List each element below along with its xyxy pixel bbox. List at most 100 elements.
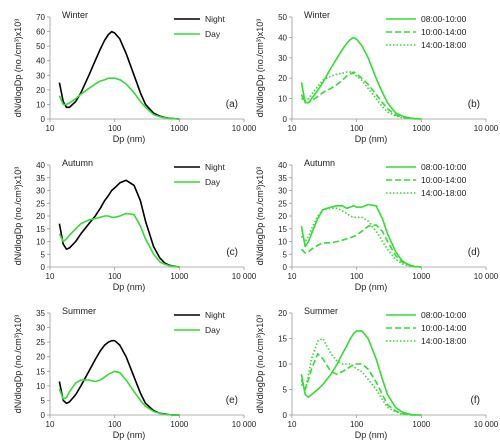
series-line-14-00-18-00 xyxy=(300,207,422,268)
legend-label: 10:00-14:00 xyxy=(421,175,467,185)
y-tick-label: 0 xyxy=(41,263,46,272)
legend-label: Night xyxy=(205,14,225,24)
y-tick-label: 30 xyxy=(278,54,287,63)
x-tick-label: 10 000 xyxy=(474,272,499,281)
y-tick-label: 0 xyxy=(283,263,288,272)
x-axis-title: Dp (nm) xyxy=(113,134,146,144)
legend-label: 14:00-18:00 xyxy=(421,336,467,346)
x-tick-label: 100 xyxy=(108,124,122,133)
y-tick-label: 30 xyxy=(36,71,45,80)
series-line-10-00-14-00 xyxy=(300,71,422,120)
x-tick-label: 100 xyxy=(350,272,364,281)
y-tick-label: 10 xyxy=(36,382,45,391)
x-tick-label: 10 xyxy=(46,272,55,281)
y-tick-label: 35 xyxy=(36,309,45,318)
y-tick-label: 25 xyxy=(278,199,287,208)
y-tick-label: 20 xyxy=(36,86,45,95)
series-line-night xyxy=(58,30,180,120)
legend-label: Day xyxy=(205,325,221,335)
x-axis-title: Dp (nm) xyxy=(355,134,388,144)
series-line-08-00-10-00 xyxy=(300,36,422,120)
x-tick-label: 100 xyxy=(350,420,364,429)
x-tick-label: 10 000 xyxy=(474,420,499,429)
y-tick-label: 35 xyxy=(36,174,45,183)
y-tick-label: 0 xyxy=(41,411,46,420)
y-tick-label: 15 xyxy=(36,225,45,234)
series-line-night xyxy=(58,339,180,416)
y-tick-label: 20 xyxy=(36,353,45,362)
y-axis-title: dN/dlogDp (no./cm³)x10³ xyxy=(255,19,265,118)
y-axis-title: dN/dlogDp (no./cm³)x10³ xyxy=(255,167,265,266)
y-tick-label: 10 xyxy=(278,95,287,104)
panel-label: (b) xyxy=(468,99,480,110)
y-tick-label: 40 xyxy=(278,161,287,170)
y-tick-label: 15 xyxy=(278,225,287,234)
legend-label: Day xyxy=(205,29,221,39)
x-tick-label: 10 000 xyxy=(232,420,257,429)
x-tick-label: 10 xyxy=(46,420,55,429)
x-tick-label: 100 xyxy=(108,420,122,429)
series-line-day xyxy=(58,212,180,268)
y-tick-label: 20 xyxy=(278,309,287,318)
y-tick-label: 35 xyxy=(278,174,287,183)
y-tick-label: 0 xyxy=(283,411,288,420)
y-axis-title: dN/dlogDp (no./cm³)x10³ xyxy=(13,167,23,266)
x-tick-label: 10 000 xyxy=(232,124,257,133)
panel-e: 0 5 10 15 20 25 30 35 10 100 1000 10 000 Dp (nm) dN/d… xyxy=(13,306,257,440)
y-tick-label: 15 xyxy=(36,367,45,376)
y-tick-label: 70 xyxy=(36,13,45,22)
y-tick-label: 30 xyxy=(36,324,45,333)
y-tick-label: 10 xyxy=(278,360,287,369)
panel-title: Winter xyxy=(304,10,330,20)
panel-title: Autumn xyxy=(304,158,335,168)
x-tick-label: 1000 xyxy=(170,124,188,133)
y-tick-label: 5 xyxy=(41,250,46,259)
x-tick-label: 10 xyxy=(46,124,55,133)
y-tick-label: 40 xyxy=(36,57,45,66)
series-line-night xyxy=(58,179,180,268)
y-tick-label: 60 xyxy=(36,28,45,37)
legend-label: 08:00-10:00 xyxy=(421,310,467,320)
legend-label: 14:00-18:00 xyxy=(421,188,467,198)
x-tick-label: 100 xyxy=(350,124,364,133)
x-tick-label: 10 xyxy=(288,420,297,429)
y-tick-label: 50 xyxy=(278,13,287,22)
y-axis-title: dN/dlogDp (no./cm³)x10³ xyxy=(255,315,265,414)
y-tick-label: 0 xyxy=(41,115,46,124)
series-line-day xyxy=(58,370,180,416)
y-tick-label: 40 xyxy=(278,33,287,42)
panel-title: Summer xyxy=(304,306,338,316)
x-tick-label: 1000 xyxy=(412,272,430,281)
y-axis-title: dN/dlogDp (no./cm³)x10³ xyxy=(13,315,23,414)
x-axis-title: Dp (nm) xyxy=(355,430,388,440)
panel-label: (d) xyxy=(468,247,480,258)
y-tick-label: 10 xyxy=(278,238,287,247)
x-tick-label: 1000 xyxy=(412,124,430,133)
y-tick-label: 25 xyxy=(36,338,45,347)
panel-f: 0 5 10 15 20 10 100 1000 10 000 Dp (nm) dN/dlogDp … xyxy=(255,306,499,440)
panel-label: (c) xyxy=(226,247,238,258)
legend-label: 08:00-10:00 xyxy=(421,162,467,172)
series-line-08-00-10-00 xyxy=(300,330,422,416)
y-tick-label: 20 xyxy=(278,74,287,83)
legend-label: 10:00-14:00 xyxy=(421,323,467,333)
legend-label: 10:00-14:00 xyxy=(421,27,467,37)
series-line-10-00-14-00 xyxy=(300,224,422,268)
x-axis-title: Dp (nm) xyxy=(113,282,146,292)
y-axis-title: dN/dlogDp (no./cm³)x10³ xyxy=(13,19,23,118)
y-tick-label: 20 xyxy=(36,212,45,221)
x-tick-label: 1000 xyxy=(412,420,430,429)
x-axis-title: Dp (nm) xyxy=(113,430,146,440)
x-axis-title: Dp (nm) xyxy=(355,282,388,292)
panel-c: 0 5 10 15 20 25 30 35 40 10 100 1000 10 000 Dp (nm) dN… xyxy=(13,158,257,292)
series-line-14-00-18-00 xyxy=(301,71,422,120)
panel-label: (e) xyxy=(226,395,238,406)
x-tick-label: 10 xyxy=(288,124,297,133)
x-tick-label: 1000 xyxy=(170,420,188,429)
y-tick-label: 25 xyxy=(36,199,45,208)
x-tick-label: 10 xyxy=(288,272,297,281)
y-tick-label: 10 xyxy=(36,100,45,109)
